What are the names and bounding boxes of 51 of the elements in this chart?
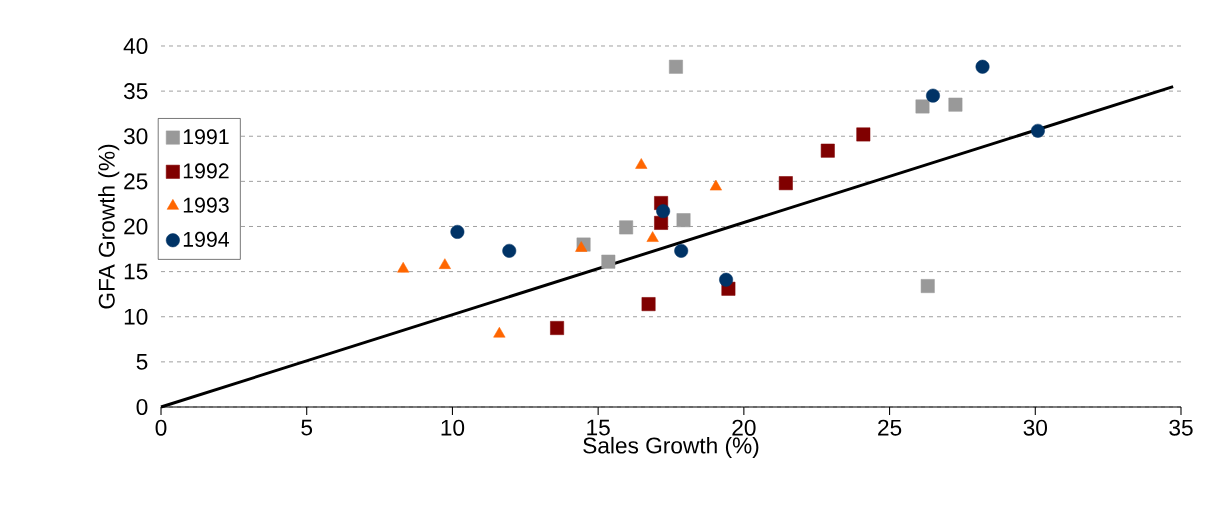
legend-label: 1993 [183,197,229,213]
x-tick-label: 5 [301,419,313,436]
point [635,158,648,169]
y-tick-label: 5 [136,353,148,370]
point [601,254,616,269]
legend-label: 1992 [183,163,229,179]
legend-label: 1994 [183,231,230,247]
point [778,176,793,191]
point [669,59,683,74]
point [654,215,669,230]
x-axis-title: Sales Growth (%) [583,436,759,459]
point [450,224,465,239]
x-tick-label: 10 [441,419,465,436]
point [915,99,930,114]
point [719,272,734,287]
y-tick-label: 25 [124,173,148,190]
y-tick-label: 0 [136,398,148,416]
x-tick-label: 35 [1169,419,1193,436]
point [1030,123,1045,138]
y-tick-label: 30 [123,128,148,145]
x-tick-label: 15 [587,419,610,436]
point [619,220,634,235]
point [502,243,517,258]
point [926,88,940,103]
x-tick-label: 20 [732,419,756,436]
point [676,213,691,228]
x-tick-label: 30 [1023,419,1048,436]
legend-label: 1991 [183,129,229,145]
point [493,326,506,338]
y-tick-label: 35 [123,83,148,100]
point [856,127,871,142]
point [438,258,451,269]
x-tick-label: 0 [155,419,167,436]
point [550,321,564,335]
y-tick-label: 40 [123,37,148,55]
point [948,97,963,112]
y-tick-label: 15 [124,263,148,280]
x-tick-label: 25 [878,419,902,436]
point [975,59,990,74]
point [709,179,722,191]
point [674,243,689,258]
point [820,143,835,158]
point [656,204,671,219]
y-tick-label: 20 [124,218,148,235]
y-tick-label: 10 [124,308,148,325]
point [397,261,410,273]
point [920,279,935,293]
point [575,241,588,252]
y-axis-title: GFA Growth (%) [98,144,120,309]
point [646,231,659,242]
point [641,297,656,312]
